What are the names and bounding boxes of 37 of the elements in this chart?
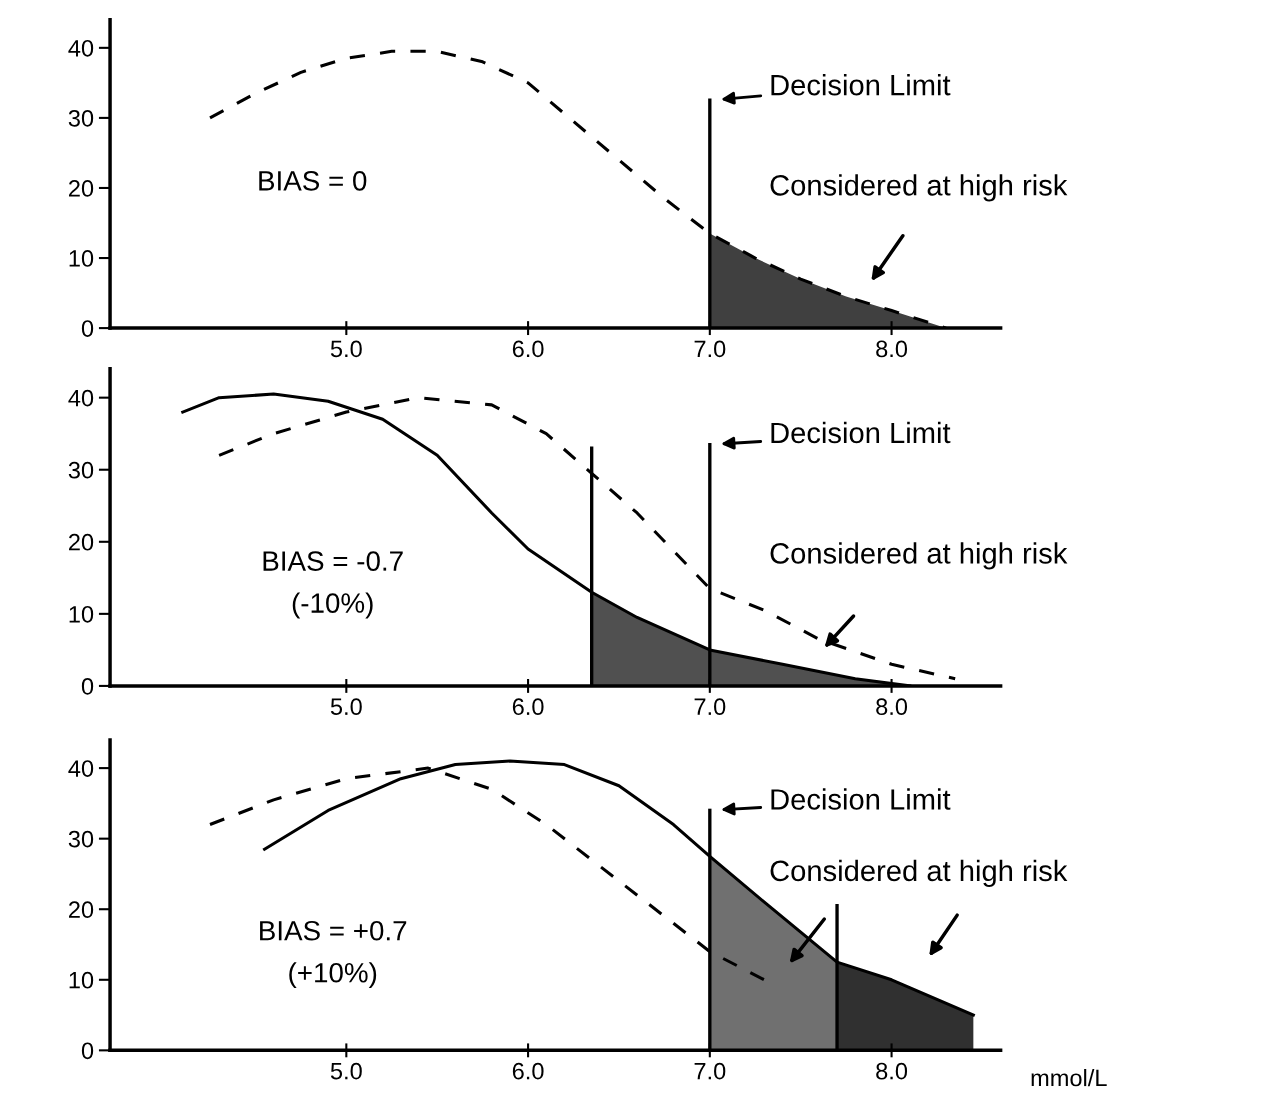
annotation: Considered at high risk	[770, 174, 1068, 202]
x-tick-label: 7.0	[694, 698, 726, 716]
y-tick-label: 10	[69, 250, 94, 267]
y-tick-label: 40	[68, 760, 94, 777]
y-tick-label: 30	[68, 830, 94, 848]
y-tick-label: 0	[81, 1042, 94, 1060]
x-tick-label: 7.0	[694, 340, 726, 358]
x-tick-label: 6.0	[512, 698, 544, 716]
y-tick-label: 0	[81, 320, 94, 337]
y-tick-label: 10	[69, 971, 94, 989]
annotation: Considered at high risk	[770, 859, 1068, 887]
annotation: BIAS = -0.7 (-10%)	[263, 551, 403, 619]
y-tick-label: 10	[69, 605, 94, 623]
x-tick-label: 5.0	[330, 1062, 362, 1080]
y-tick-label: 30	[68, 461, 94, 479]
y-tick-label: 0	[81, 677, 94, 695]
ref-line-label: Decision Limit	[771, 74, 951, 96]
y-tick-label: 40	[68, 389, 94, 407]
x-tick-label: 8.0	[876, 698, 908, 716]
y-tick-label: 30	[68, 109, 94, 127]
annotation: BIAS = +0.7 (+10%)	[260, 920, 407, 989]
x-tick-label: 5.0	[330, 340, 362, 358]
annotation: Considered at high risk	[770, 542, 1068, 570]
y-tick-label: 20	[69, 901, 94, 919]
ref-line-label: Decision Limit	[771, 421, 951, 444]
y-tick-label: 20	[69, 533, 94, 551]
x-tick-label: 7.0	[694, 1062, 726, 1080]
x-tick-label: 5.0	[330, 698, 362, 716]
x-axis-title: mmol/L	[1031, 1068, 1107, 1087]
y-tick-label: 20	[69, 180, 94, 197]
x-tick-label: 6.0	[512, 1062, 544, 1080]
ref-line-label: Decision Limit	[771, 788, 951, 810]
x-tick-label: 8.0	[876, 1062, 908, 1080]
y-tick-label: 40	[68, 39, 94, 57]
x-tick-label: 8.0	[876, 340, 908, 358]
x-tick-label: 6.0	[512, 340, 544, 358]
annotation: BIAS = 0	[259, 170, 367, 191]
